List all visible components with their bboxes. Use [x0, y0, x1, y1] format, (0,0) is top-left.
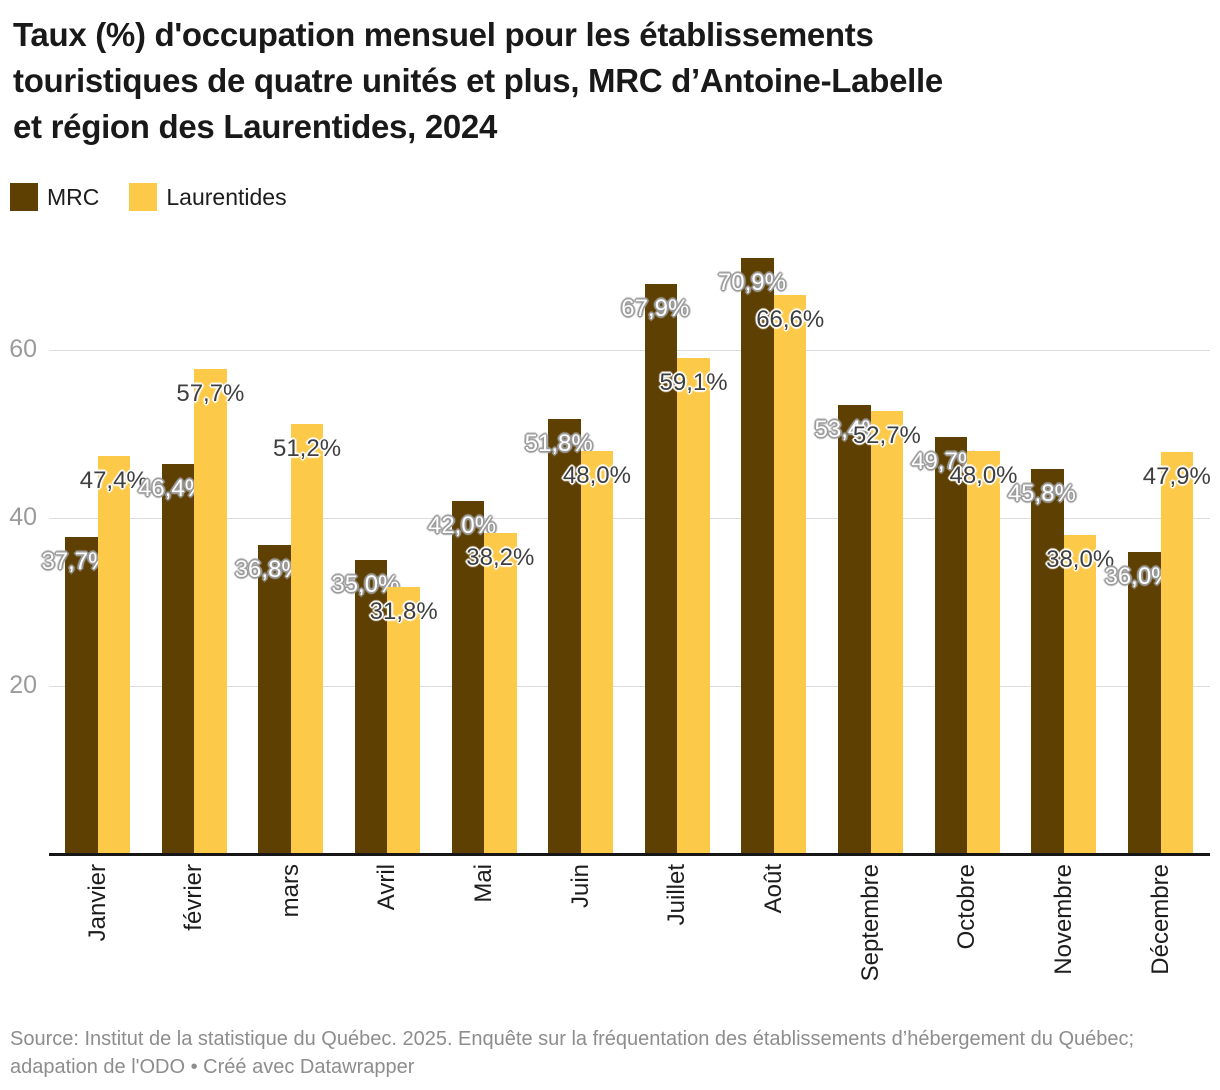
- value-label-laurentides-juin: 48,0%: [562, 461, 631, 489]
- x-axis-label-text-juin: Juin: [566, 864, 594, 909]
- bar-mrc-decembre: [1128, 551, 1161, 854]
- value-label-laurentides-octobre: 48,0%: [949, 461, 1018, 489]
- chart-title: Taux (%) d'occupation mensuel pour les é…: [13, 12, 1213, 150]
- x-axis-label-janvier: Janvier: [83, 864, 111, 946]
- value-label-laurentides-septembre: 52,7%: [852, 422, 921, 450]
- x-axis-label-text-aout: Août: [759, 864, 787, 914]
- x-axis-label-avril: Avril: [373, 864, 401, 915]
- bar-laurentides-juillet: [677, 357, 710, 854]
- gridline-60: [49, 350, 1210, 351]
- bar-mrc-mars: [258, 544, 291, 854]
- x-axis-label-octobre: Octobre: [953, 864, 981, 954]
- x-axis-label-text-octobre: Octobre: [953, 864, 981, 950]
- source-text: Source: Institut de la statistique du Qu…: [10, 1028, 1135, 1078]
- bar-mrc-juillet: [644, 283, 678, 854]
- bar-laurentides-janvier: [97, 455, 130, 854]
- x-axis-label-text-decembre: Décembre: [1146, 864, 1174, 975]
- grouped-bar-chart: 20 40 60 37,7% 47,4% Janvier 46,4% 57,7% février…: [9, 258, 1211, 986]
- bar-laurentides-mai: [484, 533, 517, 854]
- x-axis-line: [49, 853, 1210, 856]
- value-label-laurentides-decembre: 47,9%: [1142, 462, 1211, 490]
- x-axis-label-text-novembre: Novembre: [1049, 864, 1077, 975]
- value-label-laurentides-aout: 66,6%: [756, 305, 825, 333]
- legend-swatch-laurentides: [129, 183, 158, 211]
- bar-laurentides-fevrier: [194, 369, 227, 854]
- gridline-20: [49, 686, 1210, 687]
- x-axis-label-juillet: Juillet: [663, 864, 691, 930]
- x-axis-label-novembre: Novembre: [1049, 864, 1077, 980]
- bar-mrc-fevrier: [161, 464, 195, 854]
- value-label-laurentides-novembre: 38,0%: [1046, 545, 1115, 573]
- legend-label-mrc: MRC: [47, 183, 100, 210]
- value-label-mrc-juillet: 67,9%: [621, 294, 690, 322]
- footer-separator: •: [185, 1056, 204, 1078]
- x-axis-label-juin: Juin: [566, 864, 594, 913]
- x-axis-label-decembre: Décembre: [1146, 864, 1174, 980]
- legend-swatch-mrc: [10, 183, 38, 211]
- x-axis-label-fevrier: février: [180, 864, 208, 936]
- x-axis-label-mars: mars: [276, 864, 304, 922]
- y-axis-tick-40: 40: [9, 503, 37, 531]
- source-note: Source: Institut de la statistique du Qu…: [10, 1025, 1185, 1081]
- bar-laurentides-avril: [387, 586, 420, 854]
- value-label-laurentides-juillet: 59,1%: [659, 368, 728, 396]
- legend-item-laurentides: Laurentides: [129, 183, 287, 211]
- chart-title-line-1: Taux (%) d'occupation mensuel pour les é…: [13, 16, 874, 53]
- bar-laurentides-mars: [290, 423, 324, 854]
- y-axis-tick-60: 60: [9, 335, 37, 363]
- x-axis-label-text-avril: Avril: [373, 864, 401, 911]
- value-label-mrc-novembre: 45,8%: [1007, 480, 1076, 508]
- bar-mrc-mai: [451, 501, 485, 854]
- x-axis-label-text-mai: Mai: [470, 864, 498, 903]
- bar-mrc-janvier: [65, 537, 98, 854]
- x-axis-label-text-juillet: Juillet: [663, 864, 691, 926]
- bar-mrc-octobre: [934, 436, 968, 854]
- x-axis-label-text-janvier: Janvier: [83, 864, 111, 942]
- chart-title-line-2: touristiques de quatre unités et plus, M…: [13, 62, 943, 99]
- legend-item-mrc: MRC: [10, 183, 99, 211]
- legend: MRC Laurentides: [10, 183, 287, 211]
- y-axis-tick-20: 20: [9, 671, 37, 699]
- value-label-laurentides-avril: 31,8%: [369, 597, 438, 625]
- legend-label-laurentides: Laurentides: [166, 183, 287, 210]
- x-axis-label-aout: Août: [759, 864, 787, 918]
- bar-laurentides-aout: [773, 294, 807, 854]
- value-label-laurentides-mai: 38,2%: [466, 544, 535, 572]
- x-axis-label-septembre: Septembre: [856, 864, 884, 986]
- bar-mrc-septembre: [838, 405, 871, 854]
- x-axis-label-text-septembre: Septembre: [856, 864, 884, 982]
- datawrapper-credit-link[interactable]: Créé avec Datawrapper: [203, 1056, 415, 1078]
- bar-mrc-juin: [548, 418, 581, 854]
- x-axis-label-text-fevrier: février: [180, 864, 208, 931]
- bar-laurentides-novembre: [1063, 534, 1097, 854]
- gridline-40: [49, 518, 1210, 519]
- value-label-laurentides-janvier: 47,4%: [79, 466, 148, 494]
- bar-laurentides-octobre: [967, 450, 1000, 854]
- bar-mrc-novembre: [1031, 469, 1064, 854]
- value-label-laurentides-mars: 51,2%: [272, 434, 342, 462]
- x-axis-label-text-mars: mars: [276, 864, 304, 918]
- chart-title-line-3: et région des Laurentides, 2024: [13, 108, 498, 145]
- bar-mrc-avril: [354, 560, 388, 854]
- x-axis-label-mai: Mai: [470, 864, 498, 908]
- bar-laurentides-septembre: [870, 411, 904, 854]
- value-label-laurentides-fevrier: 57,7%: [176, 380, 245, 408]
- bar-mrc-aout: [741, 258, 774, 854]
- bar-laurentides-decembre: [1160, 451, 1194, 854]
- bar-laurentides-juin: [580, 450, 614, 854]
- value-label-mrc-aout: 70,9%: [717, 269, 786, 297]
